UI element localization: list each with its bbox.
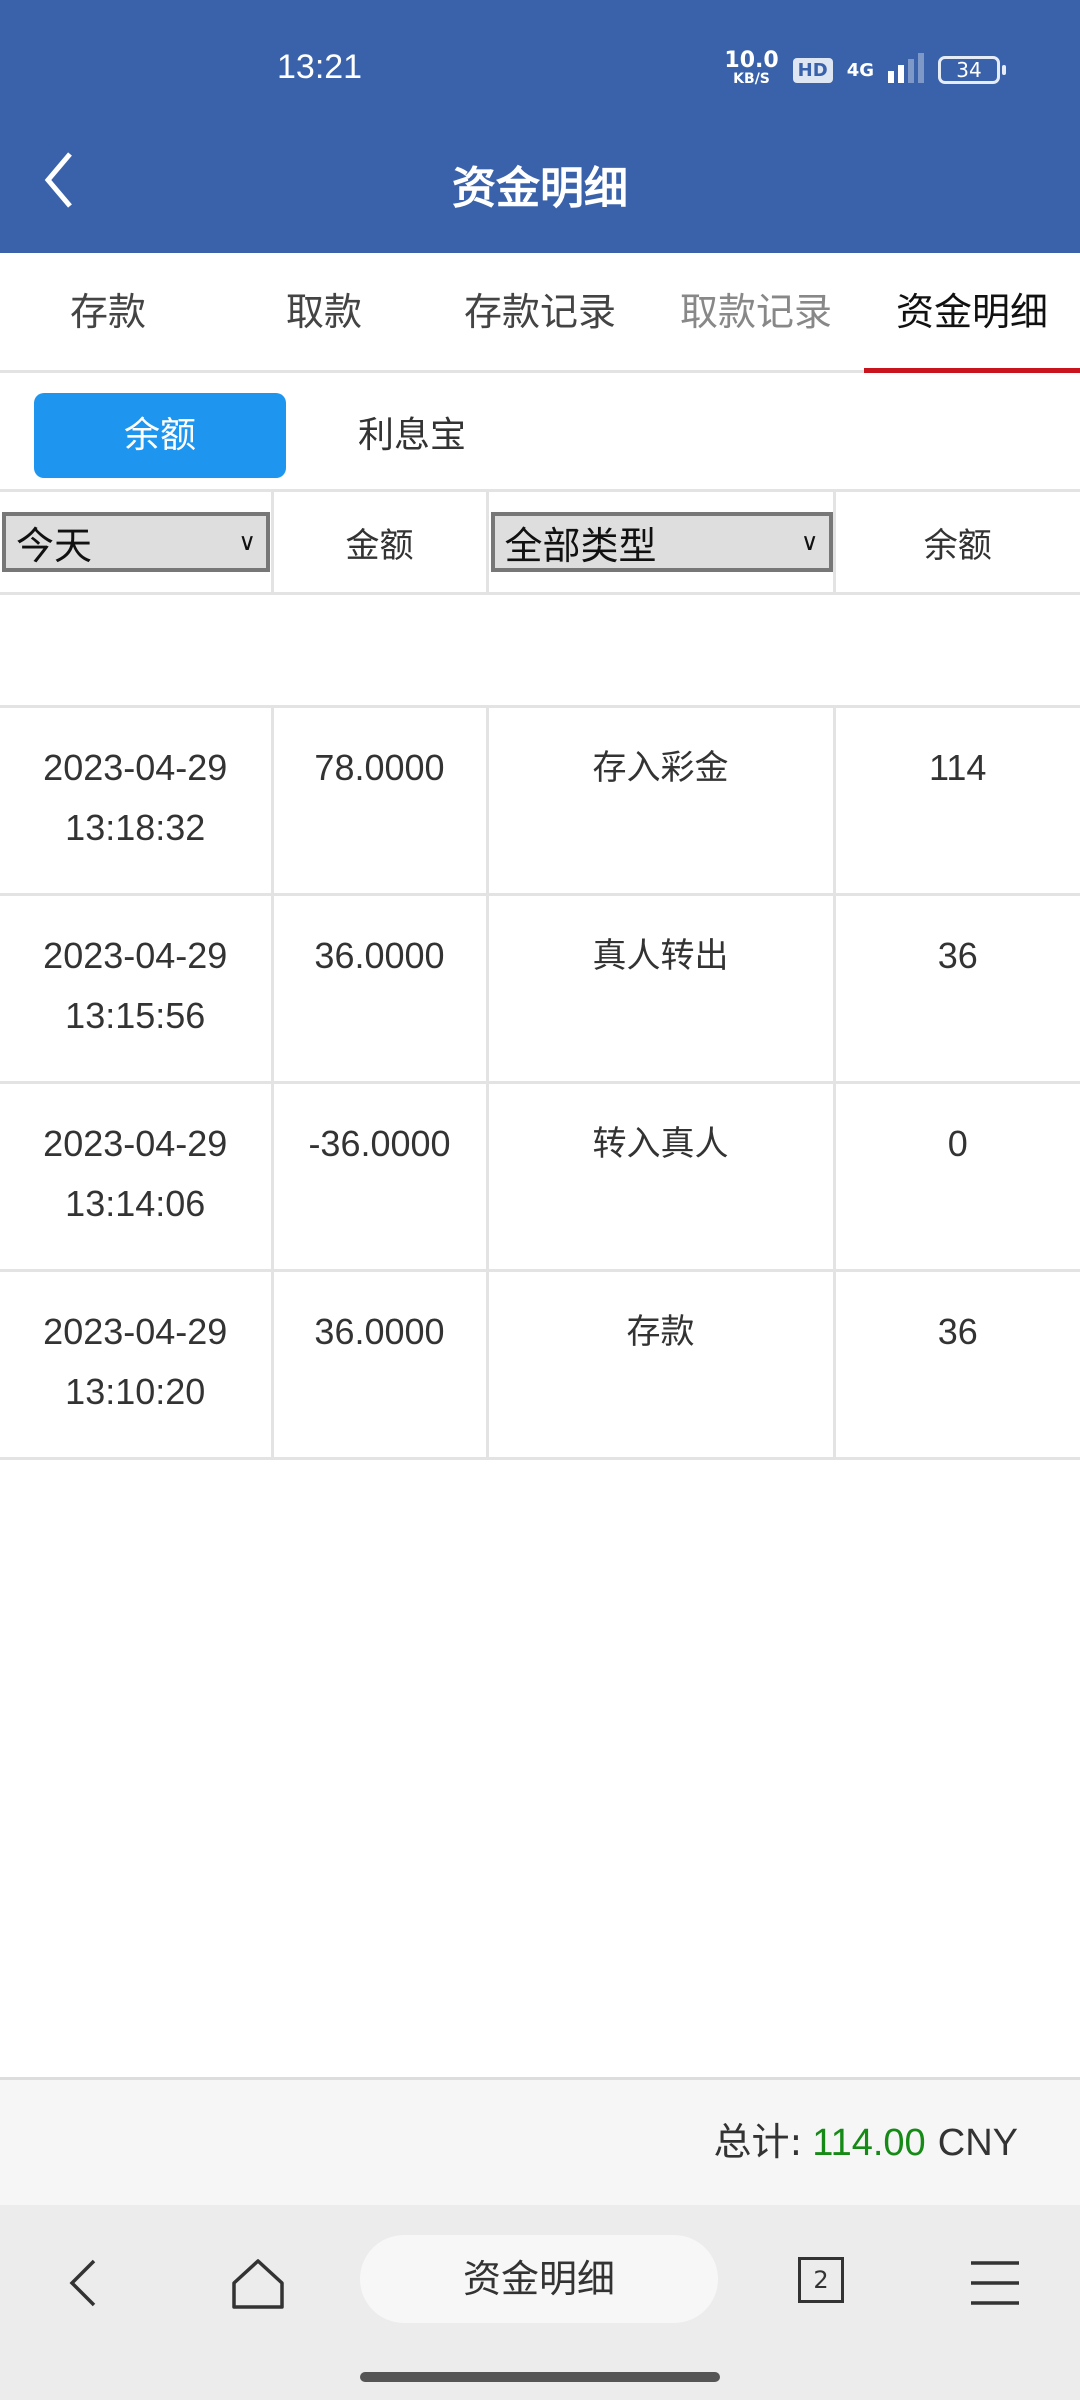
back-icon[interactable] <box>40 150 80 210</box>
browser-back-icon[interactable] <box>56 2253 116 2313</box>
type-filter-select[interactable]: 全部类型 ∨ <box>490 512 833 572</box>
menu-icon[interactable] <box>965 2253 1025 2313</box>
total-value: 114.00 <box>812 2122 926 2164</box>
currency: CNY <box>937 2122 1018 2164</box>
page-title: 资金明细 <box>452 163 628 214</box>
fund-table: 今天 ∨ 金额 全部类型 ∨ 余额 2023-04-29 13:18:32 78.000… <box>0 489 1080 1460</box>
address-bar[interactable]: 资金明细 <box>360 2235 718 2323</box>
table-row: 2023-04-29 13:14:06 -36.0000 转入真人 0 <box>0 1081 1080 1272</box>
amount-header: 金额 <box>270 489 489 595</box>
hd-icon: HD <box>792 57 833 83</box>
table-header: 今天 ∨ 金额 全部类型 ∨ 余额 <box>0 489 1080 595</box>
home-icon[interactable] <box>228 2253 288 2313</box>
status-icons: 10.0 KB/S HD 4G 34 <box>724 48 1006 88</box>
network-speed: 10.0 KB/S <box>724 48 779 88</box>
tabs-count-button[interactable]: 2 <box>798 2257 844 2303</box>
status-time: 13:21 <box>277 48 363 86</box>
browser-toolbar: 资金明细 2 <box>0 2205 1080 2400</box>
tab-deposit-records[interactable]: 存款记录 <box>463 290 616 334</box>
balance-header: 余额 <box>832 489 1080 595</box>
table-row: 2023-04-29 13:10:20 36.0000 存款 36 <box>0 1269 1080 1460</box>
table-row: 2023-04-29 13:15:56 36.0000 真人转出 36 <box>0 893 1080 1084</box>
chevron-down-icon: ∨ <box>800 528 819 556</box>
battery-icon: 34 <box>938 56 1006 84</box>
app-header: 13:21 10.0 KB/S HD 4G 34 资金明细 <box>0 0 1080 253</box>
tab-deposit[interactable]: 存款 <box>69 290 146 334</box>
table-row: 2023-04-29 13:18:32 78.0000 存入彩金 114 <box>0 705 1080 896</box>
sub-tabs: 余额 利息宝 <box>34 393 538 478</box>
tab-withdraw[interactable]: 取款 <box>285 290 362 334</box>
tab-withdraw-records[interactable]: 取款记录 <box>679 290 832 334</box>
date-filter-select[interactable]: 今天 ∨ <box>2 512 270 572</box>
network-type: 4G <box>846 59 874 81</box>
total-bar: 总计: 114.00 CNY <box>0 2077 1080 2205</box>
home-indicator[interactable] <box>360 2372 720 2382</box>
main-tabs: 存款 取款 存款记录 取款记录 资金明细 <box>0 253 1080 373</box>
chevron-down-icon: ∨ <box>238 528 256 556</box>
subtab-balance[interactable]: 余额 <box>34 393 286 478</box>
subtab-interest[interactable]: 利息宝 <box>357 415 466 456</box>
signal-icon <box>888 53 924 83</box>
tab-fund-details[interactable]: 资金明细 <box>864 253 1080 373</box>
total-label: 总计: <box>713 2120 803 2164</box>
